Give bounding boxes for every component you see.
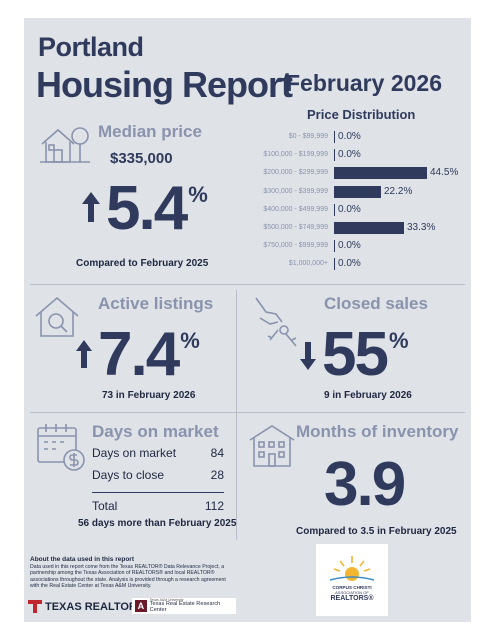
median-caption: Compared to February 2025 xyxy=(76,258,209,269)
median-price-title: Median price xyxy=(98,122,202,141)
assoc-line-3: REALTORS® xyxy=(330,594,374,602)
closed-change-number: 55 xyxy=(322,320,389,389)
texas-realtors-text: TEXAS REALTORS xyxy=(45,600,145,613)
price-axis-tick xyxy=(334,222,335,234)
price-distribution-row: $200,000 - $299,999 44.5% xyxy=(24,164,471,182)
price-axis-tick xyxy=(334,167,335,180)
calendar-money-icon xyxy=(36,422,86,472)
arrow-up-icon xyxy=(76,340,92,373)
active-change-pct: % xyxy=(180,328,200,353)
price-distribution-row: $0 - $99,999 0.0% xyxy=(24,128,471,146)
active-change: 7.4 % xyxy=(76,324,200,386)
months-inventory-title: Months of inventory xyxy=(296,422,459,441)
trec-logo: A Texas A&M University Texas Real Estate… xyxy=(132,598,236,614)
report-page: Portland Housing Report February 2026 Me… xyxy=(24,18,471,622)
median-change-pct: % xyxy=(188,182,208,207)
table-row: Days to close 28 xyxy=(92,464,224,486)
inventory-caption: Compared to 3.5 in February 2025 xyxy=(296,526,457,537)
texas-realtors-logo: TEXAS REALTORS xyxy=(28,600,144,613)
price-bucket-label: $300,000 - $399,999 xyxy=(263,187,328,195)
price-bar-value: 33.3% xyxy=(407,222,436,233)
arrow-down-icon xyxy=(300,342,316,375)
closed-change-pct: % xyxy=(388,328,409,353)
active-caption: 73 in February 2026 xyxy=(102,390,196,401)
price-bar-value: 0.0% xyxy=(338,203,361,215)
texas-realtors-mark-icon xyxy=(28,600,42,613)
price-axis-tick xyxy=(334,131,335,143)
table-row: Days on market 84 xyxy=(92,442,224,464)
median-change: 5.4 % xyxy=(82,178,208,240)
price-axis-tick xyxy=(334,240,335,253)
dom-total-label: Total xyxy=(92,499,118,513)
price-distribution-title: Price Distribution xyxy=(307,107,416,122)
assoc-line-1: CORPUS CHRISTI xyxy=(332,585,372,590)
active-change-number: 7.4 xyxy=(98,320,180,389)
price-bar-value: 0.0% xyxy=(338,240,361,252)
months-inventory-value: 3.9 xyxy=(324,450,406,519)
tamu-mark-icon: A xyxy=(135,600,147,612)
report-title: Housing Report xyxy=(36,64,293,105)
price-distribution-row: $500,000 - $749,999 33.3% xyxy=(24,219,471,237)
house-search-icon xyxy=(32,294,82,340)
price-distribution-row: $100,000 - $199,999 0.0% xyxy=(24,146,471,164)
price-bar-value: 0.0% xyxy=(338,131,361,142)
price-bucket-label: $400,000 - $499,999 xyxy=(263,205,328,213)
hand-keys-icon xyxy=(252,294,302,350)
trec-small-text: Texas A&M University xyxy=(149,597,184,602)
price-distribution-row: $1,000,000+ 0.0% xyxy=(24,255,471,273)
price-bucket-label: $200,000 - $299,999 xyxy=(263,169,328,177)
price-bucket-label: $750,000 - $999,999 xyxy=(263,242,328,250)
price-axis-tick xyxy=(334,185,335,198)
closed-sales-title: Closed sales xyxy=(324,294,428,313)
price-bar xyxy=(335,185,381,198)
dom-row-value: 84 xyxy=(210,446,224,460)
price-distribution-row: $300,000 - $399,999 22.2% xyxy=(24,183,471,201)
report-month: February 2026 xyxy=(286,70,442,96)
price-distribution-chart: $0 - $99,999 0.0% $100,000 - $199,999 0.0% $… xyxy=(24,128,471,278)
price-bucket-label: $100,000 - $199,999 xyxy=(263,151,328,159)
assoc-line-2: ASSOCIATION OF xyxy=(335,589,369,595)
dom-row-label: Days on market xyxy=(92,446,177,460)
active-listings-title: Active listings xyxy=(98,294,214,313)
corpus-christi-realtors-logo: CORPUS CHRISTI ASSOCIATION OF REALTORS® xyxy=(316,544,388,616)
median-price-value: $335,000 xyxy=(110,150,173,167)
price-axis-tick xyxy=(334,203,335,216)
price-bar xyxy=(335,222,404,234)
price-bar-value: 22.2% xyxy=(384,185,413,197)
association-name: CORPUS CHRISTI ASSOCIATION OF REALTORS® xyxy=(316,585,388,602)
divider xyxy=(30,412,465,413)
price-bar-value: 0.0% xyxy=(338,149,361,161)
dom-total-value: 112 xyxy=(204,499,224,513)
dom-row-label: Days to close xyxy=(92,468,165,482)
divider xyxy=(236,290,237,540)
building-icon xyxy=(248,424,296,468)
closed-change: 55 % xyxy=(300,324,409,386)
divider xyxy=(30,284,465,285)
price-bucket-label: $0 - $99,999 xyxy=(288,133,328,140)
about-text: Data used in this report come from the T… xyxy=(30,564,226,589)
about-title: About the data used in this report xyxy=(30,556,135,563)
median-change-number: 5.4 xyxy=(106,174,188,243)
closed-caption: 9 in February 2026 xyxy=(324,390,412,401)
price-bar xyxy=(335,167,427,180)
price-bucket-label: $500,000 - $749,999 xyxy=(263,224,328,231)
price-distribution-row: $750,000 - $999,999 0.0% xyxy=(24,237,471,255)
dom-caption: 56 days more than February 2025 xyxy=(78,518,237,529)
days-on-market-title: Days on market xyxy=(92,422,219,441)
sun-logo-icon xyxy=(329,556,375,581)
house-tree-icon xyxy=(38,122,92,168)
dom-row-value: 28 xyxy=(210,468,224,482)
price-distribution-row: $400,000 - $499,999 0.0% xyxy=(24,201,471,219)
days-on-market-table: Days on market 84 Days to close 28 Total… xyxy=(92,442,224,517)
city-name: Portland xyxy=(38,32,144,62)
price-axis-tick xyxy=(334,258,335,271)
price-bar-value: 0.0% xyxy=(338,258,361,270)
price-bar-value: 44.5% xyxy=(430,167,459,179)
price-bucket-label: $1,000,000+ xyxy=(288,260,328,268)
arrow-up-icon xyxy=(82,192,100,227)
table-total-row: Total 112 xyxy=(92,492,224,517)
trec-text: Texas Real Estate Research Center xyxy=(149,601,221,613)
price-axis-tick xyxy=(334,149,335,162)
